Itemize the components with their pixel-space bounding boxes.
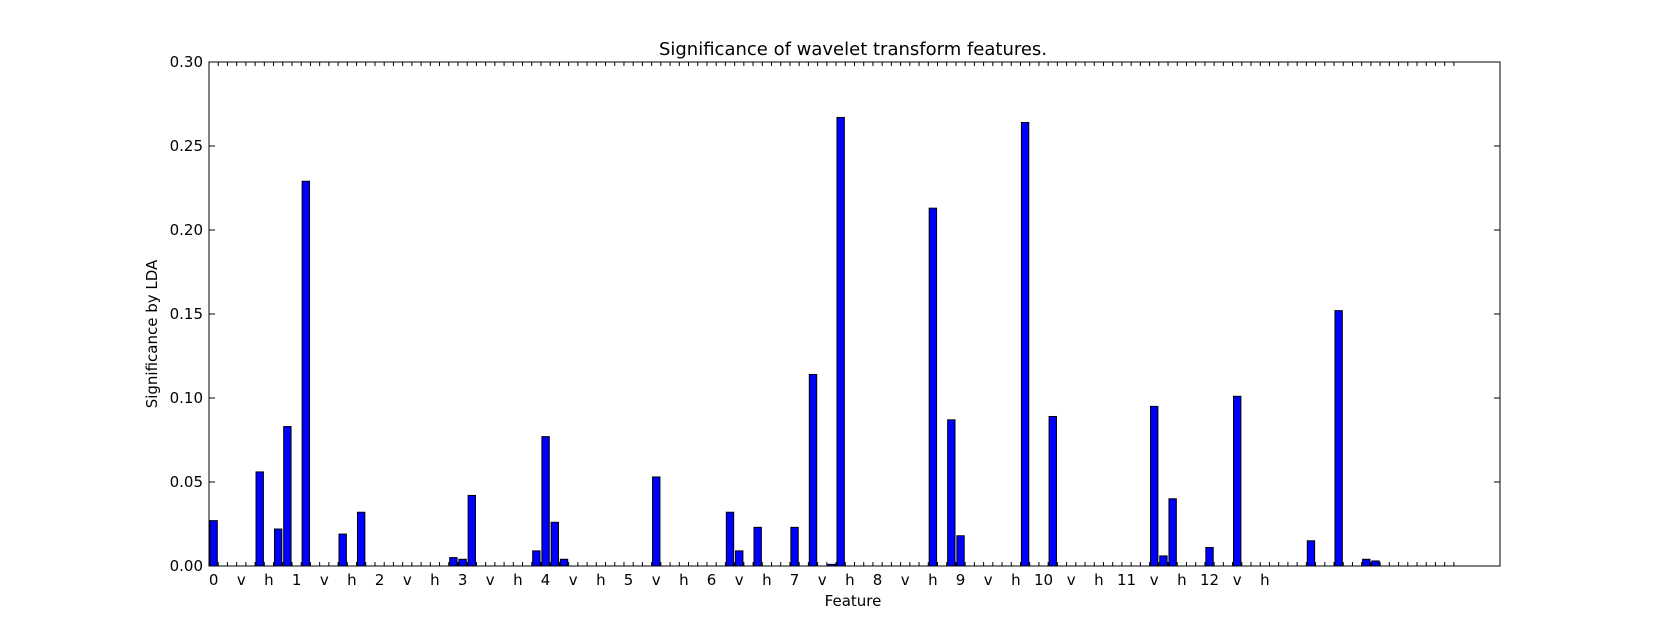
x-tick-label: v <box>735 571 744 589</box>
bar <box>559 558 569 567</box>
x-tick-label: 12 <box>1200 571 1219 589</box>
bar <box>652 476 661 567</box>
y-tick-label: 0.00 <box>170 557 203 575</box>
bar <box>1159 555 1168 567</box>
bar <box>956 535 965 567</box>
x-tick-label: 9 <box>956 571 966 589</box>
x-tick-label: h <box>928 571 938 589</box>
x-tick-label: 5 <box>624 571 634 589</box>
x-tick-label: v <box>1067 571 1076 589</box>
x-tick-label: 1 <box>292 571 302 589</box>
bar <box>725 511 735 567</box>
bar <box>947 419 956 567</box>
x-tick-label: h <box>679 571 689 589</box>
y-axis-label: Significance by LDA <box>143 259 161 408</box>
y-tick-label: 0.10 <box>170 389 203 407</box>
x-axis-label: Feature <box>825 592 882 610</box>
x-tick-label: 6 <box>707 571 717 589</box>
bar <box>753 526 762 567</box>
x-tick-label: 10 <box>1034 571 1053 589</box>
y-tick-label: 0.05 <box>170 473 203 491</box>
x-tick-label: v <box>901 571 910 589</box>
x-tick-label: h <box>1177 571 1187 589</box>
bar <box>1233 395 1242 567</box>
x-tick-label: h <box>596 571 606 589</box>
bar <box>301 180 311 567</box>
y-tick-label: 0.30 <box>170 53 203 71</box>
x-tick-label: v <box>818 571 827 589</box>
x-tick-label: h <box>1260 571 1270 589</box>
x-tick-label: 2 <box>375 571 385 589</box>
bar <box>541 436 550 567</box>
bar <box>209 520 218 567</box>
x-tick-label: 7 <box>790 571 800 589</box>
x-tick-label: h <box>1011 571 1021 589</box>
bar <box>790 526 799 567</box>
x-tick-label: v <box>569 571 578 589</box>
bars <box>209 116 1380 567</box>
axis-ticks <box>208 61 1500 567</box>
x-tick-label: v <box>237 571 246 589</box>
plot-frame <box>208 61 1501 567</box>
bar <box>1205 547 1214 567</box>
x-tick-label: v <box>984 571 993 589</box>
bar <box>1334 310 1343 567</box>
bar <box>1020 121 1030 567</box>
x-tick-label: v <box>1233 571 1242 589</box>
bar <box>735 550 744 567</box>
x-tick-label: v <box>403 571 412 589</box>
bar <box>449 557 458 567</box>
bar <box>356 511 366 567</box>
bar <box>1362 558 1371 567</box>
y-tick-label: 0.25 <box>170 137 203 155</box>
bar <box>338 533 347 567</box>
x-tick-label: h <box>513 571 523 589</box>
x-tick-label: 0 <box>209 571 219 589</box>
bar <box>467 494 476 567</box>
x-tick-label: h <box>264 571 274 589</box>
bar <box>808 373 818 567</box>
bar <box>1371 560 1380 567</box>
x-tick-label: 11 <box>1117 571 1136 589</box>
bar <box>283 426 292 567</box>
x-tick-label: v <box>652 571 661 589</box>
x-tick-label: v <box>486 571 495 589</box>
bar <box>1306 540 1316 567</box>
y-tick-label: 0.15 <box>170 305 203 323</box>
x-tick-label: v <box>320 571 329 589</box>
bar <box>532 550 541 567</box>
bar <box>928 207 938 567</box>
bar <box>1048 415 1057 567</box>
chart-title: Significance of wavelet transform featur… <box>659 39 1047 60</box>
x-tick-label: h <box>762 571 772 589</box>
x-tick-label: 4 <box>541 571 551 589</box>
bar <box>458 558 467 567</box>
bar <box>836 116 845 567</box>
bar <box>273 528 283 567</box>
bar <box>255 471 264 567</box>
bar <box>1168 498 1177 567</box>
x-tick-label: h <box>430 571 440 589</box>
y-tick-labels: 0.00 0.05 0.10 0.15 0.20 0.25 0.30 <box>170 53 203 575</box>
x-tick-label: h <box>347 571 357 589</box>
bar <box>550 521 559 567</box>
y-tick-label: 0.20 <box>170 221 203 239</box>
bar <box>1150 405 1159 567</box>
x-tick-label: h <box>1094 571 1104 589</box>
x-tick-label: 8 <box>873 571 883 589</box>
x-tick-label: 3 <box>458 571 468 589</box>
x-tick-label: h <box>845 571 855 589</box>
x-tick-labels: 0 v h 1 v h 2 v h 3 v h 4 v h 5 v h 6 v h 7 v h 8 v h 9 v h 10 v h 11 v h 12… <box>209 571 1270 589</box>
x-tick-label: v <box>1150 571 1159 589</box>
